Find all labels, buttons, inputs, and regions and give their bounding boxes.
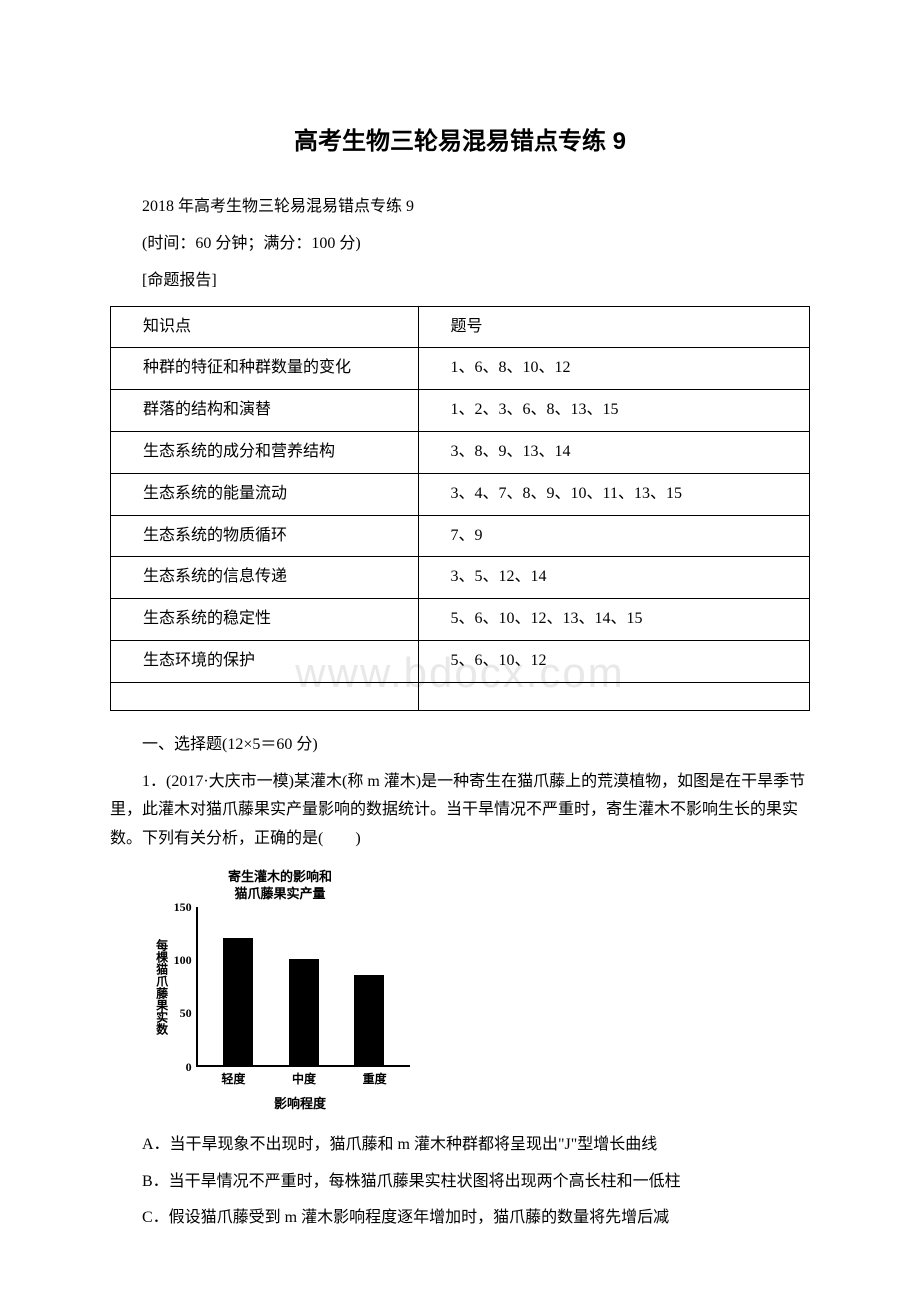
table-row: 生态系统的物质循环 7、9 bbox=[111, 515, 810, 557]
table-cell: 生态系统的成分和营养结构 bbox=[111, 431, 419, 473]
chart-x-axis-label: 影响程度 bbox=[150, 1092, 410, 1115]
table-header-row: 知识点 题号 bbox=[111, 306, 810, 348]
table-empty-row bbox=[111, 682, 810, 710]
table-cell: 7、9 bbox=[418, 515, 809, 557]
table-cell: 3、8、9、13、14 bbox=[418, 431, 809, 473]
chart-bar bbox=[289, 959, 319, 1064]
table-cell: 3、5、12、14 bbox=[418, 557, 809, 599]
table-cell: 生态系统的物质循环 bbox=[111, 515, 419, 557]
chart-bar bbox=[223, 938, 253, 1064]
chart-y-ticks: 150 100 50 0 bbox=[174, 907, 196, 1067]
table-header-col1: 知识点 bbox=[143, 318, 191, 335]
option-c: C．假设猫爪藤受到 m 灌木影响程度逐年增加时，猫爪藤的数量将先增后减 bbox=[110, 1204, 810, 1233]
time-score-line: (时间：60 分钟；满分：100 分) bbox=[110, 230, 810, 259]
x-label: 中度 bbox=[269, 1069, 340, 1091]
option-a: A．当干旱现象不出现时，猫爪藤和 m 灌木种群都将呈现出"J"型增长曲线 bbox=[110, 1131, 810, 1160]
table-cell: 1、6、8、10、12 bbox=[418, 348, 809, 390]
report-label: [命题报告] bbox=[110, 267, 810, 296]
chart-plot-area bbox=[196, 907, 410, 1067]
question-1-stem: 1．(2017·大庆市一模)某灌木(称 m 灌木)是一种寄生在猫爪藤上的荒漠植物… bbox=[110, 768, 810, 854]
table-row: 生态系统的能量流动 3、4、7、8、9、10、11、13、15 bbox=[111, 473, 810, 515]
option-b: B．当干旱情况不严重时，每株猫爪藤果实柱状图将出现两个高长柱和一低柱 bbox=[110, 1168, 810, 1197]
chart-title: 寄生灌木的影响和 猫爪藤果实产量 bbox=[150, 869, 410, 903]
bar-chart: 寄生灌木的影响和 猫爪藤果实产量 每棵猫爪藤果实数 150 100 50 0 轻… bbox=[150, 869, 410, 1116]
chart-title-line1: 寄生灌木的影响和 bbox=[228, 869, 332, 884]
table-cell: 3、4、7、8、9、10、11、13、15 bbox=[418, 473, 809, 515]
subtitle-line: 2018 年高考生物三轮易混易错点专练 9 bbox=[110, 193, 810, 222]
knowledge-table: 知识点 题号 种群的特征和种群数量的变化 1、6、8、10、12 群落的结构和演… bbox=[110, 306, 810, 711]
page-title: 高考生物三轮易混易错点专练 9 bbox=[110, 120, 810, 163]
table-header-col2: 题号 bbox=[451, 318, 483, 335]
table-row: 生态系统的成分和营养结构 3、8、9、13、14 bbox=[111, 431, 810, 473]
table-row: 生态系统的信息传递 3、5、12、14 bbox=[111, 557, 810, 599]
chart-title-line2: 猫爪藤果实产量 bbox=[234, 886, 325, 901]
table-cell: 1、2、3、6、8、13、15 bbox=[418, 390, 809, 432]
chart-y-axis-label: 每棵猫爪藤果实数 bbox=[150, 907, 174, 1067]
table-cell: 生态环境的保护 bbox=[111, 640, 419, 682]
section-heading: 一、选择题(12×5＝60 分) bbox=[110, 731, 810, 760]
table-row: 生态系统的稳定性 5、6、10、12、13、14、15 bbox=[111, 599, 810, 641]
table-cell: 5、6、10、12 bbox=[418, 640, 809, 682]
table-row: 群落的结构和演替 1、2、3、6、8、13、15 bbox=[111, 390, 810, 432]
x-label: 重度 bbox=[339, 1069, 410, 1091]
table-row: 生态环境的保护 5、6、10、12 bbox=[111, 640, 810, 682]
table-row: 种群的特征和种群数量的变化 1、6、8、10、12 bbox=[111, 348, 810, 390]
table-cell: 生态系统的稳定性 bbox=[111, 599, 419, 641]
table-cell: 群落的结构和演替 bbox=[111, 390, 419, 432]
x-label: 轻度 bbox=[198, 1069, 269, 1091]
table-cell: 生态系统的能量流动 bbox=[111, 473, 419, 515]
table-cell: 生态系统的信息传递 bbox=[111, 557, 419, 599]
chart-bar bbox=[354, 975, 384, 1065]
table-cell: 5、6、10、12、13、14、15 bbox=[418, 599, 809, 641]
table-cell: 种群的特征和种群数量的变化 bbox=[111, 348, 419, 390]
